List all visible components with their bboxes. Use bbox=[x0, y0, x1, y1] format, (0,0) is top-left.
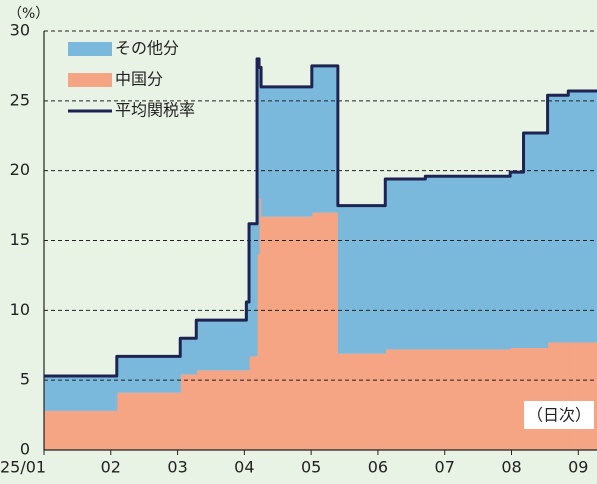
area-segment bbox=[337, 353, 386, 450]
area-segment bbox=[523, 348, 549, 450]
area-segment bbox=[259, 67, 262, 199]
area-segment bbox=[510, 172, 525, 349]
x-tick-label: 25/01 bbox=[0, 458, 46, 477]
frequency-label: （日次） bbox=[527, 406, 591, 425]
area-segment bbox=[44, 410, 118, 450]
legend-label: 平均関税率 bbox=[115, 101, 195, 120]
legend-swatch bbox=[68, 73, 112, 87]
area-segment bbox=[44, 375, 118, 411]
y-tick-label: 20 bbox=[10, 160, 30, 179]
unit-label: （%） bbox=[8, 6, 49, 22]
area-segment bbox=[259, 198, 262, 450]
area-segment bbox=[261, 216, 313, 450]
y-tick-label: 25 bbox=[10, 90, 30, 109]
y-tick-label: 10 bbox=[10, 300, 30, 319]
x-tick-label: 06 bbox=[368, 458, 388, 477]
x-tick-label: 05 bbox=[301, 458, 321, 477]
y-tick-label: 15 bbox=[10, 230, 30, 249]
area-segment bbox=[116, 392, 181, 450]
area-segment bbox=[311, 65, 339, 213]
y-tick-label: 30 bbox=[10, 21, 30, 40]
legend-swatch bbox=[68, 42, 112, 56]
area-segment bbox=[180, 338, 197, 375]
area-segment bbox=[246, 301, 250, 371]
x-tick-label: 07 bbox=[435, 458, 455, 477]
area-segment bbox=[116, 356, 181, 393]
x-tick-label: 03 bbox=[167, 458, 187, 477]
area-segment bbox=[257, 254, 260, 450]
area-segment bbox=[510, 348, 525, 450]
legend-label: 中国分 bbox=[115, 70, 163, 89]
area-segment bbox=[385, 179, 426, 350]
x-tick-label: 09 bbox=[568, 458, 588, 477]
area-segment bbox=[246, 370, 250, 450]
y-tick-label: 5 bbox=[20, 370, 30, 389]
area-segment bbox=[425, 176, 511, 350]
area-segment bbox=[261, 86, 313, 217]
area-segment bbox=[425, 349, 511, 450]
area-segment bbox=[337, 205, 386, 354]
area-segment bbox=[547, 95, 569, 343]
area-segment bbox=[196, 320, 247, 371]
area-segment bbox=[547, 342, 569, 450]
area-segment bbox=[311, 212, 339, 450]
line-series bbox=[44, 57, 597, 378]
y-tick-label: 0 bbox=[20, 440, 30, 459]
area-segment bbox=[249, 356, 258, 450]
area-segment bbox=[568, 342, 597, 450]
area-segment bbox=[196, 370, 247, 450]
legend-label: その他分 bbox=[115, 39, 179, 58]
x-tick-label: 08 bbox=[501, 458, 521, 477]
area-segment bbox=[568, 91, 597, 343]
x-tick-label: 04 bbox=[234, 458, 254, 477]
area-segment bbox=[385, 349, 426, 450]
area-segment bbox=[249, 223, 258, 357]
area-segment bbox=[180, 374, 197, 450]
x-tick-label: 02 bbox=[101, 458, 121, 477]
annotation-box bbox=[524, 401, 594, 429]
